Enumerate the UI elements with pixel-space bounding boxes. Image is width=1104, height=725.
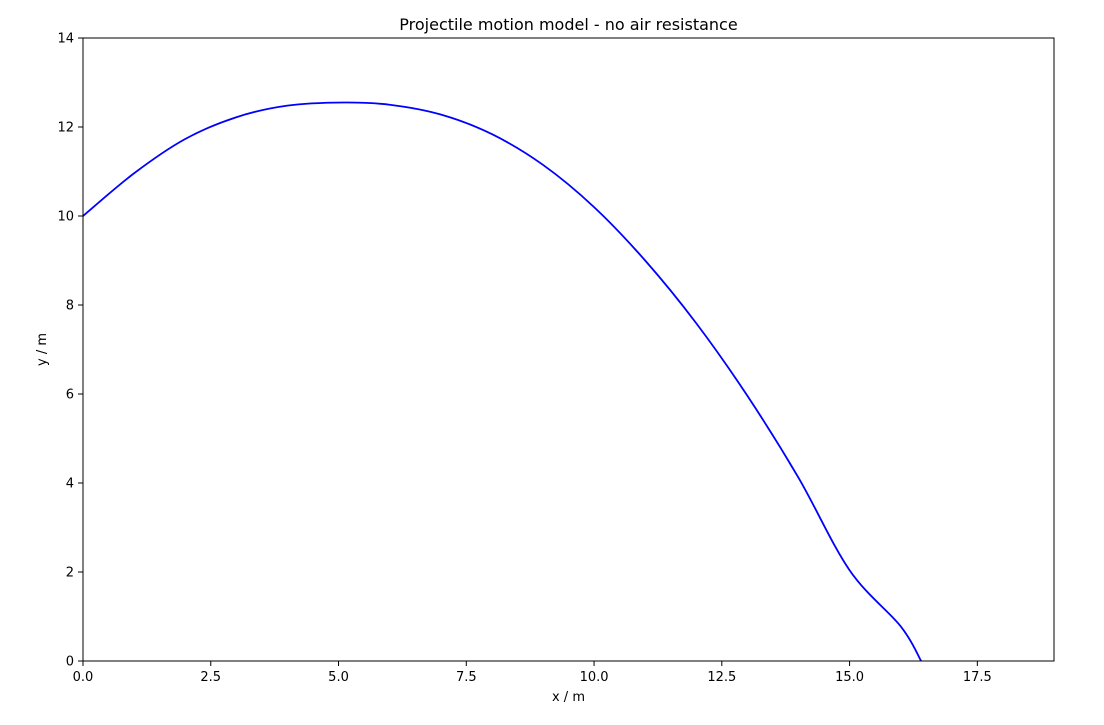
y-tick-label: 12 [57,121,74,136]
y-tick-label: 10 [57,210,74,225]
y-tick-label: 14 [57,32,74,47]
x-axis-label: x / m [552,690,585,705]
series-layer [82,101,922,662]
axes-frame [82,37,1055,662]
x-tick-label: 17.5 [963,670,992,685]
y-tick-label: 8 [66,299,74,314]
x-tick-label: 12.5 [707,670,736,685]
chart-title: Projectile motion model - no air resista… [399,15,737,34]
y-axis: 0 2 4 6 8 10 12 14 [57,32,83,670]
y-axis-label: y / m [35,333,50,366]
y-tick-label: 0 [66,655,74,670]
x-tick-label: 7.5 [456,670,477,685]
y-tick-label: 2 [66,566,74,581]
x-axis: 0.0 2.5 5.0 7.5 10.0 12.5 15.0 17.5 [73,661,992,685]
x-tick-label: 10.0 [580,670,609,685]
trajectory-line [82,101,922,662]
y-tick-label: 4 [66,477,74,492]
x-tick-label: 2.5 [200,670,221,685]
y-tick-label: 6 [66,388,74,403]
x-tick-label: 0.0 [73,670,94,685]
x-tick-label: 5.0 [328,670,349,685]
x-tick-label: 15.0 [835,670,864,685]
